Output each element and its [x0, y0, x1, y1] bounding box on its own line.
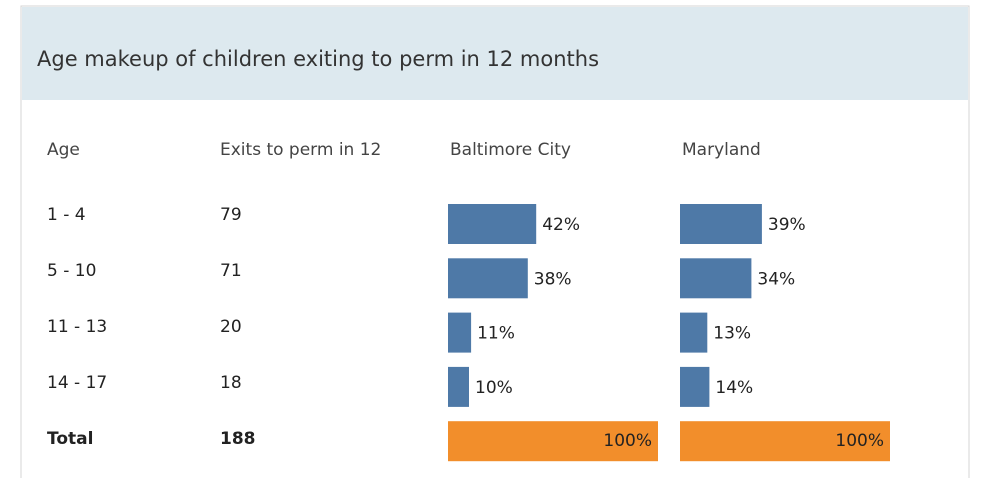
- age-label: 14 - 17: [47, 373, 107, 393]
- column-header: Baltimore City: [450, 140, 571, 160]
- bar-label: 11%: [477, 324, 515, 344]
- age-label: Total: [47, 429, 93, 449]
- column-header: Age: [47, 140, 80, 160]
- bar: [680, 204, 762, 244]
- frame: [20, 5, 970, 478]
- exits-value: 20: [220, 317, 242, 337]
- bar: [448, 421, 658, 462]
- column-header: Maryland: [682, 140, 761, 160]
- title-band: [22, 7, 968, 100]
- age-label: 1 - 4: [47, 205, 86, 225]
- bar: [680, 258, 752, 299]
- bar-label: 34%: [757, 269, 795, 289]
- bar: [448, 204, 537, 244]
- bar: [448, 258, 528, 299]
- bar: [680, 421, 890, 462]
- bar-label: 14%: [715, 378, 753, 398]
- bar-label: 13%: [713, 324, 751, 344]
- bar: [448, 366, 469, 407]
- bar: [680, 312, 708, 353]
- age-label: 5 - 10: [47, 261, 96, 281]
- bar-label: 42%: [542, 215, 580, 235]
- title: Age makeup of children exiting to perm i…: [37, 47, 599, 71]
- bar-label: 100%: [603, 431, 652, 451]
- bar-label: 100%: [835, 431, 884, 451]
- exits-value: 71: [220, 261, 242, 281]
- age-label: 11 - 13: [47, 317, 107, 337]
- bar-label: 10%: [475, 378, 513, 398]
- exits-value: 18: [220, 373, 242, 393]
- bar: [448, 312, 472, 353]
- bar: [680, 366, 710, 407]
- bar-label: 39%: [768, 215, 806, 235]
- column-header: Exits to perm in 12: [220, 140, 381, 160]
- bar-label: 38%: [534, 269, 572, 289]
- exits-value: 188: [220, 429, 256, 449]
- exits-value: 79: [220, 205, 242, 225]
